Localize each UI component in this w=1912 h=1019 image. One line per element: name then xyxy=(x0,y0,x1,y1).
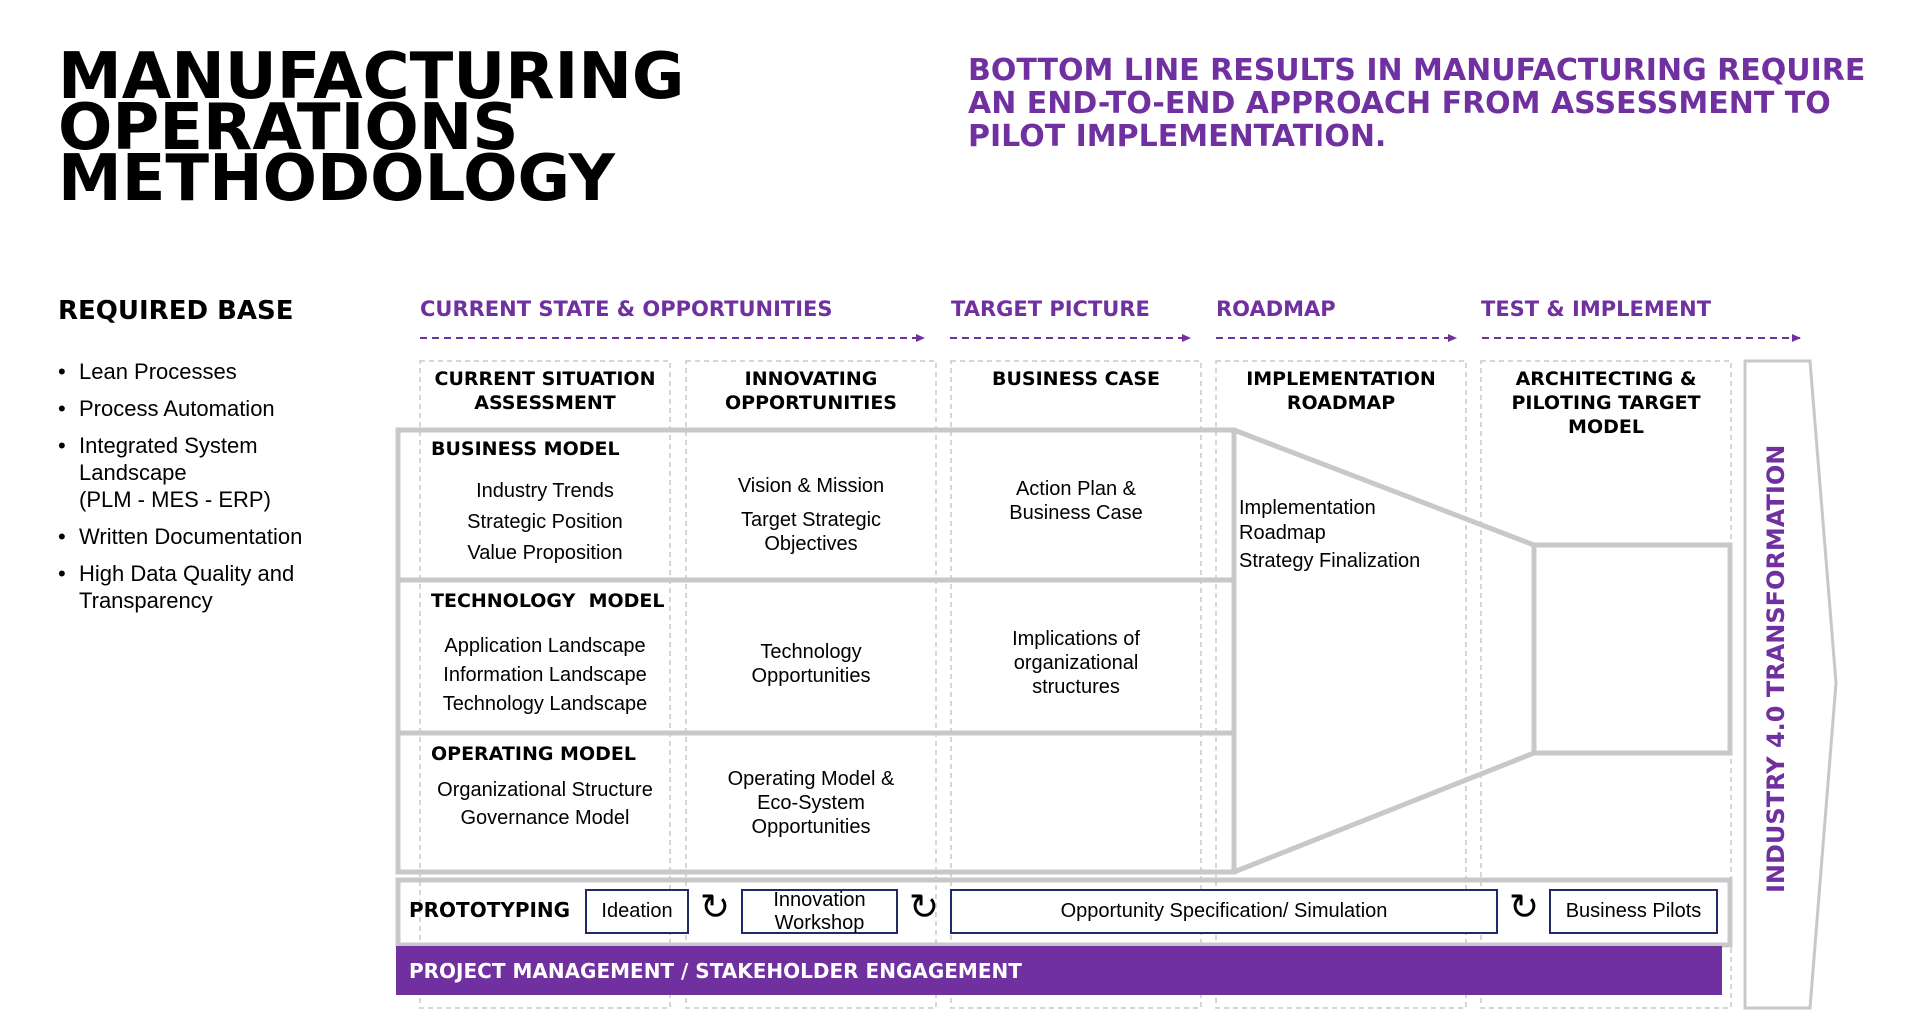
cycle-icon: ↻ xyxy=(908,886,940,927)
column-frame xyxy=(1480,360,1732,1009)
cell-operating-opportunities: Operating Model & Eco-System Opportuniti… xyxy=(727,768,895,838)
model-rows-frame xyxy=(395,427,1237,875)
industry-transformation-label: INDUSTRY 4.0 TRANSFORMATION xyxy=(1762,444,1790,893)
subtitle-line: BOTTOM LINE RESULTS IN MANUFACTURING REQ… xyxy=(968,53,1866,88)
roadmap-text: Implementation Roadmap Strategy Finaliza… xyxy=(1239,497,1421,572)
page-subtitle: BOTTOM LINE RESULTS IN MANUFACTURING REQ… xyxy=(968,54,1888,153)
list-item: Lean Processes xyxy=(58,358,302,385)
row-label-business-model: BUSINESS MODEL xyxy=(431,438,620,460)
row-label-technology-model: TECHNOLOGY MODEL xyxy=(431,590,665,612)
subtitle-line: PILOT IMPLEMENTATION. xyxy=(968,119,1387,154)
column-frame xyxy=(685,360,937,1009)
column-header-current-situation: CURRENT SITUATION ASSESSMENT xyxy=(434,368,656,414)
column-header-architecting: ARCHITECTING & PILOTING TARGET MODEL xyxy=(1511,368,1701,438)
column-header-implementation-roadmap: IMPLEMENTATION ROADMAP xyxy=(1246,368,1436,414)
project-management-bar: PROJECT MANAGEMENT / STAKEHOLDER ENGAGEM… xyxy=(396,946,1722,995)
column-frame xyxy=(419,360,671,1009)
industry-arrow-shape xyxy=(1743,359,1838,1010)
required-base-title: REQUIRED BASE xyxy=(58,296,294,326)
title-line: OPERATIONS xyxy=(58,91,519,165)
prototyping-frame xyxy=(395,877,1733,948)
cell-technology-opportunities: Technology Opportunities xyxy=(751,641,871,687)
cell-operating-assessment: Organizational Structure Governance Mode… xyxy=(437,779,653,829)
phase-label-current-state: CURRENT STATE & OPPORTUNITIES xyxy=(420,297,833,321)
cycle-icon: ↻ xyxy=(699,886,731,927)
title-line: MANUFACTURING xyxy=(58,40,685,114)
phase-label-target-picture: TARGET PICTURE xyxy=(951,297,1150,321)
phase-label-roadmap: ROADMAP xyxy=(1216,297,1336,321)
phase-label-test-implement: TEST & IMPLEMENT xyxy=(1481,297,1712,321)
row-label-operating-model: OPERATING MODEL xyxy=(431,743,636,765)
cycle-icon: ↻ xyxy=(1508,886,1540,927)
cell-business-case: Action Plan & Business Case xyxy=(1009,478,1143,524)
title-line: METHODOLOGY xyxy=(58,142,615,216)
column-frame xyxy=(1215,360,1467,1009)
required-base-list: Lean Processes Process Automation Integr… xyxy=(58,358,302,624)
list-item: Process Automation xyxy=(58,395,302,422)
list-item: Written Documentation xyxy=(58,523,302,550)
innovation-workshop-box: Innovation Workshop xyxy=(741,889,898,934)
column-frame xyxy=(950,360,1202,1009)
prototyping-label: PROTOTYPING xyxy=(409,898,571,922)
cell-business-opportunities: Vision & Mission Target Strategic Object… xyxy=(737,475,885,555)
subtitle-line: AN END-TO-END APPROACH FROM ASSESSMENT T… xyxy=(968,86,1831,121)
page-title: MANUFACTURING OPERATIONS METHODOLOGY xyxy=(58,40,685,216)
opportunity-specification-box: Opportunity Specification/ Simulation xyxy=(950,889,1498,934)
list-item: High Data Quality and Transparency xyxy=(58,560,302,614)
cell-business-assessment: Industry Trends Strategic Position Value… xyxy=(467,480,623,564)
cell-technology-business-case: Implications of organizational structure… xyxy=(1012,628,1140,698)
pilot-box xyxy=(1531,542,1733,756)
cell-technology-assessment: Application Landscape Information Landsc… xyxy=(442,635,648,715)
column-header-innovating: INNOVATING OPPORTUNITIES xyxy=(725,368,897,414)
list-item: Integrated System Landscape (PLM - MES -… xyxy=(58,432,302,513)
ideation-box: Ideation xyxy=(585,889,689,934)
column-header-business-case: BUSINESS CASE xyxy=(992,368,1160,390)
business-pilots-box: Business Pilots xyxy=(1549,889,1718,934)
